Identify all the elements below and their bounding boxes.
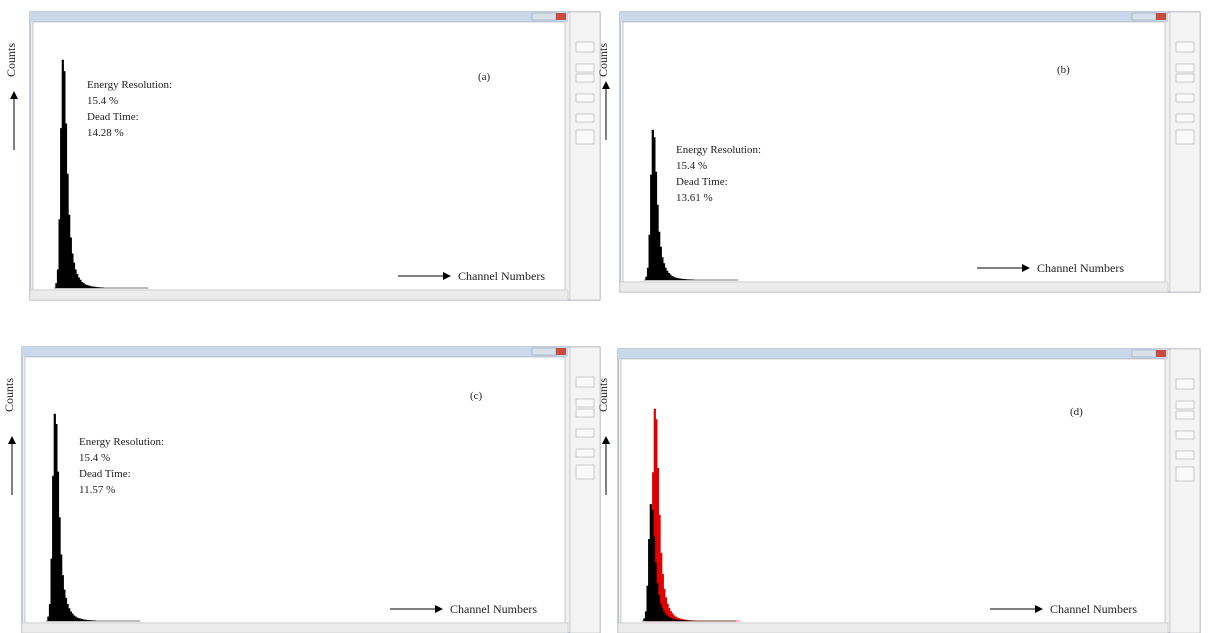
window-buttons (1132, 13, 1156, 20)
window-buttons (532, 348, 556, 355)
x-axis-label: Channel Numbers (1050, 602, 1137, 616)
annotation-line: 13.61 % (676, 192, 713, 204)
annotation-line: 15.4 % (87, 95, 118, 107)
panel-label: (c) (470, 390, 483, 402)
side-button (576, 409, 594, 417)
figure: Energy Resolution: 15.4 % Dead Time: 14.28 … (0, 0, 1213, 633)
side-button (576, 42, 594, 52)
side-button (1176, 94, 1194, 102)
annotation-line: 15.4 % (79, 452, 110, 464)
side-button (576, 465, 594, 479)
y-axis-label: Counts (2, 378, 16, 412)
y-axis-label: Counts (596, 43, 610, 77)
plot-area (33, 22, 565, 290)
side-button (576, 114, 594, 122)
side-button (1176, 42, 1194, 52)
panel-label: (d) (1070, 406, 1083, 418)
side-button (1176, 431, 1194, 439)
title-bar (30, 12, 568, 22)
side-button (576, 449, 594, 457)
x-axis-label: Channel Numbers (1037, 261, 1124, 275)
annotation-line: Dead Time: (676, 176, 728, 188)
status-bar (22, 623, 568, 633)
side-panel (1170, 349, 1200, 633)
annotation-line: Energy Resolution: (87, 79, 172, 91)
side-button (576, 399, 594, 407)
window-buttons (1132, 350, 1156, 357)
close-button (1156, 13, 1166, 20)
annotation-line: Energy Resolution: (676, 144, 761, 156)
close-button (1156, 350, 1166, 357)
status-bar (620, 282, 1168, 292)
x-axis-label: Channel Numbers (450, 602, 537, 616)
side-button (576, 74, 594, 82)
plot-area (621, 359, 1165, 623)
annotation-line: 14.28 % (87, 127, 124, 139)
panel-label: (b) (1057, 64, 1070, 76)
panel-label: (a) (478, 71, 491, 83)
annotation-line: Dead Time: (87, 111, 139, 123)
close-button (556, 348, 566, 355)
side-button (1176, 64, 1194, 72)
figure-canvas: Energy Resolution: 15.4 % Dead Time: 14.28 … (0, 0, 1213, 633)
title-bar (22, 347, 568, 357)
side-button (576, 64, 594, 72)
annotation-line: 15.4 % (676, 160, 707, 172)
side-button (1176, 74, 1194, 82)
side-button (1176, 467, 1194, 481)
side-button (1176, 451, 1194, 459)
side-button (576, 377, 594, 387)
side-button (1176, 130, 1194, 144)
annotation-line: Dead Time: (79, 468, 131, 480)
title-bar (620, 12, 1168, 22)
status-bar (30, 290, 568, 300)
annotation-line: Energy Resolution: (79, 436, 164, 448)
x-axis-label: Channel Numbers (458, 269, 545, 283)
window-buttons (532, 13, 556, 20)
y-axis-label: Counts (596, 378, 610, 412)
status-bar (618, 623, 1168, 633)
annotation-line: 11.57 % (79, 484, 115, 496)
side-panel (1170, 12, 1200, 292)
y-axis-label: Counts (4, 43, 18, 77)
side-button (576, 94, 594, 102)
title-bar (618, 349, 1168, 359)
side-button (576, 429, 594, 437)
side-button (1176, 379, 1194, 389)
close-button (556, 13, 566, 20)
side-button (1176, 411, 1194, 419)
side-button (1176, 401, 1194, 409)
side-button (1176, 114, 1194, 122)
side-button (576, 130, 594, 144)
